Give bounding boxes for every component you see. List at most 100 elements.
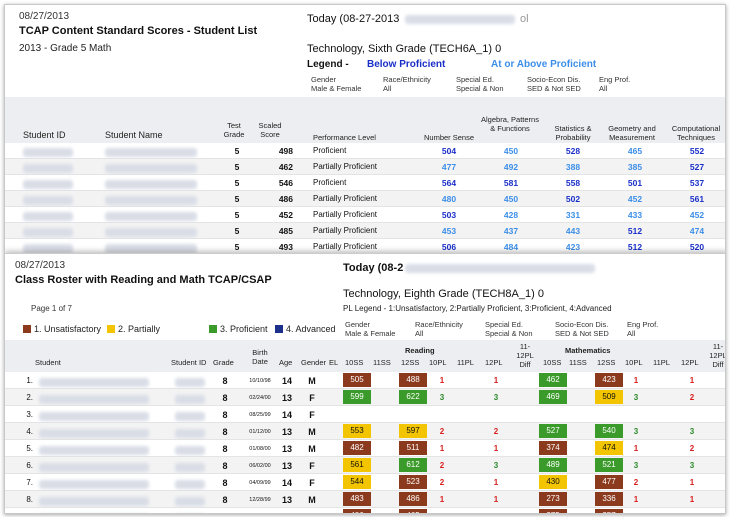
score-stat: 502 bbox=[565, 194, 581, 204]
score-comp: 552 bbox=[689, 146, 705, 156]
math-10pl: 3 bbox=[633, 393, 639, 402]
today-suffix: ol bbox=[520, 13, 529, 25]
row-number: 5. bbox=[26, 444, 33, 453]
reading-12ss-cell: 622 bbox=[399, 390, 427, 404]
table-row[interactable]: 1. 8 10/10/98 14 M 505 488 1 1 462 423 1 1 bbox=[5, 372, 725, 389]
math-12pl: 1 bbox=[689, 478, 695, 487]
performance-level: Partially Proficient bbox=[313, 210, 378, 219]
math-12ss-cell: 474 bbox=[595, 441, 623, 455]
score-geo: 385 bbox=[627, 162, 643, 172]
score-stat: 443 bbox=[565, 226, 581, 236]
col-reading-11pl: 11PL bbox=[457, 358, 474, 367]
score-ns: 506 bbox=[441, 242, 457, 252]
score-alg: 428 bbox=[503, 210, 519, 220]
test-grade: 5 bbox=[234, 226, 240, 236]
filter-socio-econ: Socio-Econ Dis. SED & Not SED bbox=[527, 75, 581, 93]
math-10ss-cell: 469 bbox=[539, 390, 567, 404]
table-row[interactable]: 9.808/16/9914M4864651127535711 bbox=[5, 508, 725, 513]
filter-race: Race/Ethnicity All bbox=[383, 75, 431, 93]
key-partially: 2. Partially bbox=[107, 324, 160, 334]
redacted-student-id bbox=[23, 244, 73, 253]
roster-filter-socio-econ: Socio-Econ Dis. SED & Not SED bbox=[555, 320, 609, 338]
gender: F bbox=[309, 478, 315, 488]
gender: F bbox=[309, 393, 315, 403]
col-reading-12pl: 12PL bbox=[485, 358, 503, 367]
row-number: 2. bbox=[26, 393, 33, 402]
swatch-advanced bbox=[275, 325, 283, 333]
col-grade: Grade bbox=[213, 358, 234, 367]
roster-list: 1. 8 10/10/98 14 M 505 488 1 1 462 423 1 1 2. 8 02/24/0… bbox=[5, 372, 725, 513]
table-row[interactable]: 5 546 Proficient 564 581 558 501 537 bbox=[5, 175, 725, 191]
math-12pl: 1 bbox=[685, 512, 699, 513]
math-10pl: 2 bbox=[633, 478, 639, 487]
reading-10ss-cell: 482 bbox=[343, 441, 371, 455]
table-row[interactable]: 2. 8 02/24/00 13 F 599 622 3 3 469 509 3 2 bbox=[5, 389, 725, 406]
math-12ss-cell: 336 bbox=[595, 492, 623, 506]
table-row[interactable]: 4. 8 01/12/00 13 M 553 597 2 2 527 540 3 3 bbox=[5, 423, 725, 440]
score-comp: 474 bbox=[689, 226, 705, 236]
age: 14 bbox=[279, 512, 295, 513]
redacted-student-name bbox=[39, 395, 149, 404]
table-row[interactable]: 5 498 Proficient 504 450 528 465 552 bbox=[5, 143, 725, 159]
performance-level: Partially Proficient bbox=[313, 242, 378, 251]
performance-level: Proficient bbox=[313, 178, 347, 187]
birth-date: 02/24/00 bbox=[249, 395, 271, 401]
age: 14 bbox=[281, 478, 292, 488]
reading-10pl: 1 bbox=[439, 495, 445, 504]
redacted-student-id bbox=[23, 196, 73, 205]
score-alg: 437 bbox=[503, 226, 519, 236]
roster-date: 08/27/2013 bbox=[15, 260, 66, 271]
redacted-student-name bbox=[105, 244, 197, 253]
table-header: Student ID Student Name Test Grade Scale… bbox=[5, 97, 725, 143]
table-row[interactable]: 5 462 Partially Proficient 477 492 388 385 527 bbox=[5, 159, 725, 175]
redacted-student-id bbox=[175, 480, 205, 489]
col-performance-level: Performance Level bbox=[313, 133, 376, 142]
redacted-student-name bbox=[105, 212, 197, 221]
legend-below-proficient: Below Proficient bbox=[367, 59, 446, 70]
score-ns: 504 bbox=[441, 146, 457, 156]
group-mathematics: Mathematics bbox=[565, 346, 611, 355]
redacted-student-name bbox=[39, 446, 149, 455]
redacted-student-name bbox=[105, 148, 197, 157]
gender: F bbox=[309, 410, 315, 420]
filter-gender: Gender Male & Female bbox=[311, 75, 362, 93]
reading-10pl: 2 bbox=[439, 427, 445, 436]
score-geo: 452 bbox=[627, 194, 643, 204]
table-row[interactable]: 7. 8 04/09/99 14 F 544 523 2 1 430 477 2 1 bbox=[5, 474, 725, 491]
reading-12pl: 1 bbox=[493, 478, 499, 487]
gender: M bbox=[305, 512, 319, 513]
score-alg: 581 bbox=[503, 178, 519, 188]
test-grade: 5 bbox=[234, 210, 240, 220]
redacted-student-name bbox=[105, 164, 197, 173]
redacted-student-id bbox=[175, 395, 205, 404]
reading-10pl: 3 bbox=[439, 393, 445, 402]
score-comp: 527 bbox=[689, 162, 705, 172]
math-12pl: 3 bbox=[689, 427, 695, 436]
table-row[interactable]: 5 485 Partially Proficient 453 437 443 512 474 bbox=[5, 223, 725, 239]
col-geometry: Geometry and Measurement bbox=[608, 124, 656, 142]
reading-10pl: 2 bbox=[439, 461, 445, 470]
table-row[interactable]: 3. 8 08/25/99 14 F bbox=[5, 406, 725, 423]
roster-filter-race: Race/Ethnicity All bbox=[415, 320, 463, 338]
score-ns: 564 bbox=[441, 178, 457, 188]
table-row[interactable]: 8. 8 12/28/99 13 M 483 486 1 1 273 336 1 1 bbox=[5, 491, 725, 508]
col-math-diff: 11-12PL Diff bbox=[709, 342, 726, 369]
student-score-list: 5 498 Proficient 504 450 528 465 552 5 462 Partial… bbox=[5, 143, 725, 255]
reading-12ss-cell: 488 bbox=[399, 373, 427, 387]
scaled-score: 498 bbox=[278, 146, 293, 156]
scaled-score: 485 bbox=[278, 226, 293, 236]
age: 13 bbox=[281, 427, 292, 437]
math-12pl: 3 bbox=[689, 461, 695, 470]
gender: M bbox=[308, 376, 316, 386]
score-geo: 512 bbox=[627, 226, 643, 236]
table-row[interactable]: 5 486 Partially Proficient 480 450 502 452 561 bbox=[5, 191, 725, 207]
table-row[interactable]: 5 452 Partially Proficient 503 428 331 433 452 bbox=[5, 207, 725, 223]
math-10ss-cell: 273 bbox=[539, 492, 567, 506]
gender: M bbox=[308, 427, 316, 437]
table-row[interactable]: 6. 8 06/02/00 13 F 561 612 2 3 489 521 3 3 bbox=[5, 457, 725, 474]
redacted-student-id bbox=[23, 164, 73, 173]
math-10pl: 1 bbox=[633, 444, 639, 453]
table-row[interactable]: 5. 8 01/08/00 13 M 482 511 1 1 374 474 1 2 bbox=[5, 440, 725, 457]
score-comp: 537 bbox=[689, 178, 705, 188]
math-10pl: 3 bbox=[633, 461, 639, 470]
